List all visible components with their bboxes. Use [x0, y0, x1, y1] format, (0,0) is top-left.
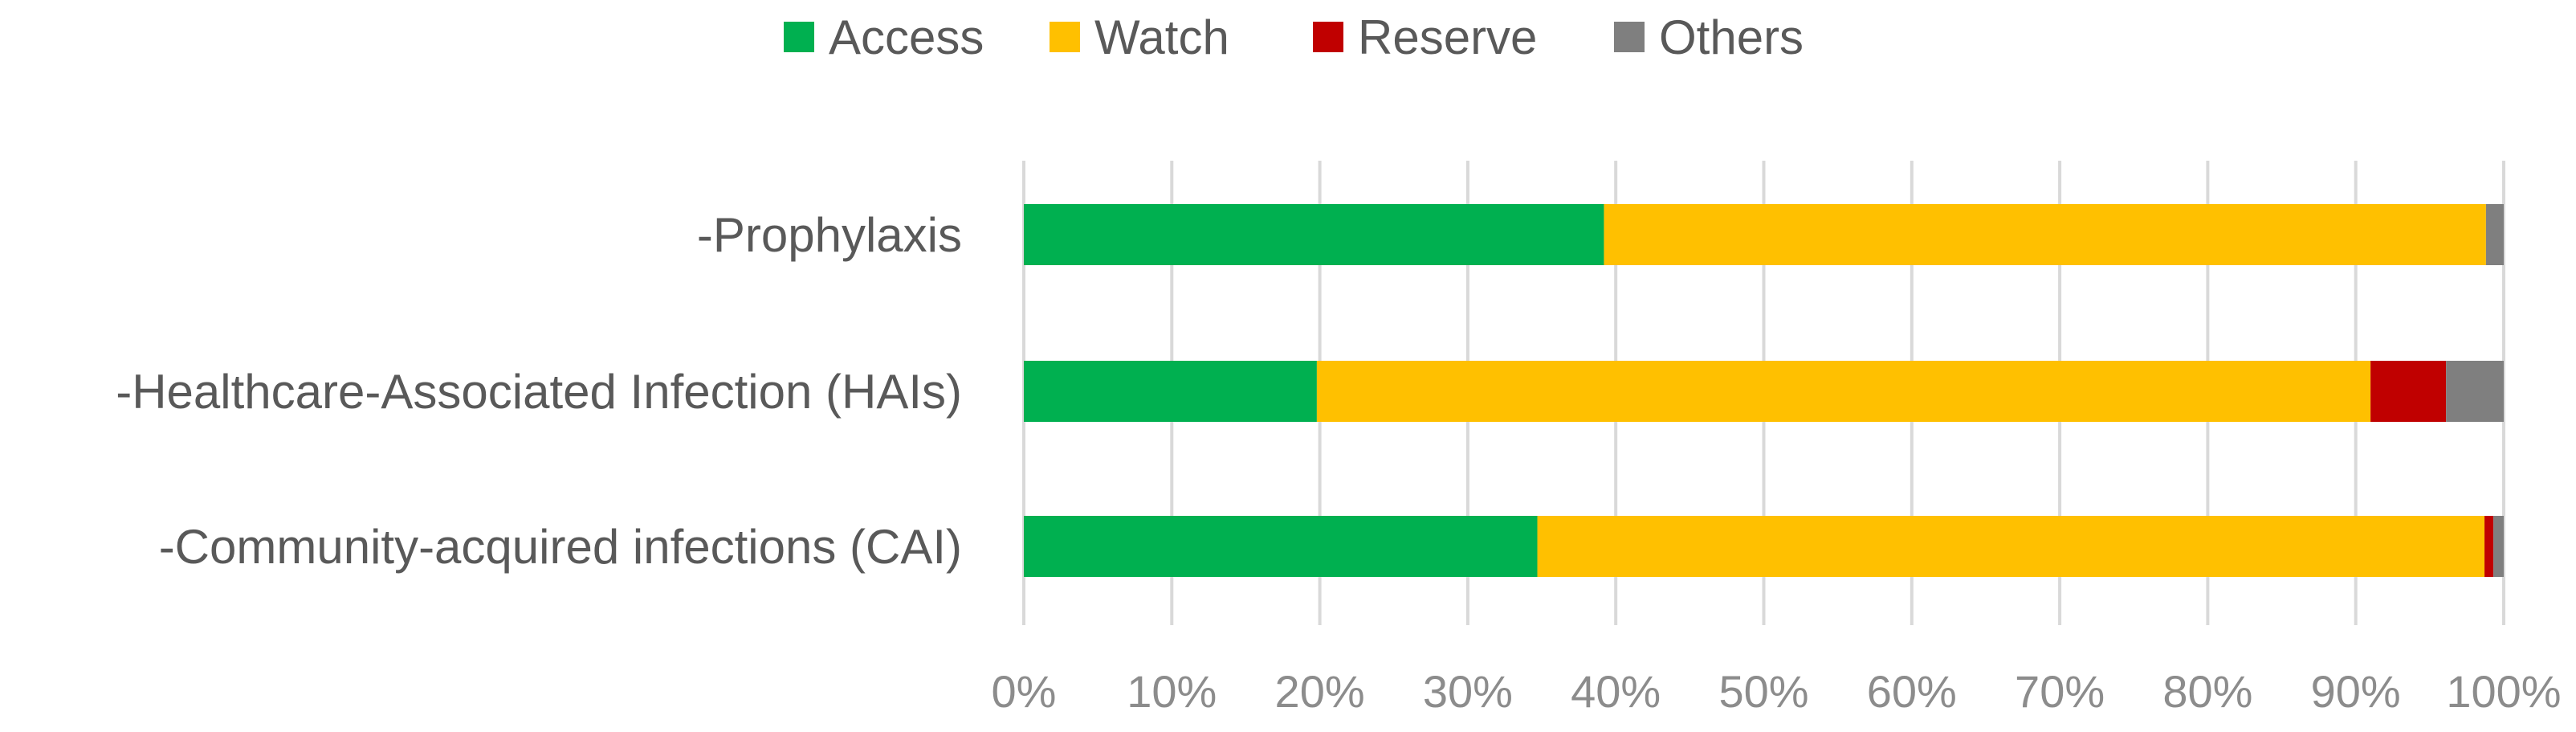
x-tick-label: 100% [2446, 666, 2561, 717]
legend-swatch-reserve [1313, 22, 1343, 52]
bar-segment-watch [1537, 516, 2485, 577]
category-labels: -Prophylaxis -Healthcare-Associated Infec… [116, 208, 962, 574]
category-label: -Healthcare-Associated Infection (HAIs) [116, 365, 962, 419]
bar-segment-access [1024, 516, 1538, 577]
legend-label: Reserve [1358, 10, 1537, 64]
x-tick-label: 80% [2162, 666, 2252, 717]
x-tick-label: 20% [1275, 666, 1365, 717]
category-label: -Community-acquired infections (CAI) [159, 520, 962, 574]
x-tick-label: 10% [1127, 666, 1217, 717]
x-tick-label: 60% [1867, 666, 1957, 717]
bar-segment-others [2493, 516, 2504, 577]
x-tick-label: 30% [1423, 666, 1513, 717]
x-tick-label: 90% [2311, 666, 2401, 717]
bars [1024, 204, 2504, 577]
bar-segment-watch [1316, 361, 2371, 422]
legend: Access Watch Reserve Others [784, 10, 1804, 64]
x-tick-label: 0% [992, 666, 1057, 717]
bar-segment-access [1024, 204, 1604, 265]
legend-label: Access [829, 10, 984, 64]
legend-swatch-watch [1050, 22, 1080, 52]
legend-swatch-others [1614, 22, 1645, 52]
legend-swatch-access [784, 22, 814, 52]
x-tick-label: 70% [2015, 666, 2105, 717]
bar-segment-access [1024, 361, 1317, 422]
category-label: -Prophylaxis [697, 208, 962, 262]
x-tick-labels: 0% 10% 20% 30% 40% 50% 60% 70% 80% 90% 100% [992, 666, 2562, 717]
bar-segment-others [2446, 361, 2504, 422]
x-tick-label: 40% [1571, 666, 1661, 717]
bar-segment-reserve [2484, 516, 2494, 577]
x-tick-label: 50% [1718, 666, 1808, 717]
bar-segment-others [2485, 204, 2504, 265]
bar-segment-watch [1604, 204, 2486, 265]
legend-label: Others [1659, 10, 1804, 64]
bar-segment-reserve [2370, 361, 2447, 422]
legend-label: Watch [1094, 10, 1229, 64]
